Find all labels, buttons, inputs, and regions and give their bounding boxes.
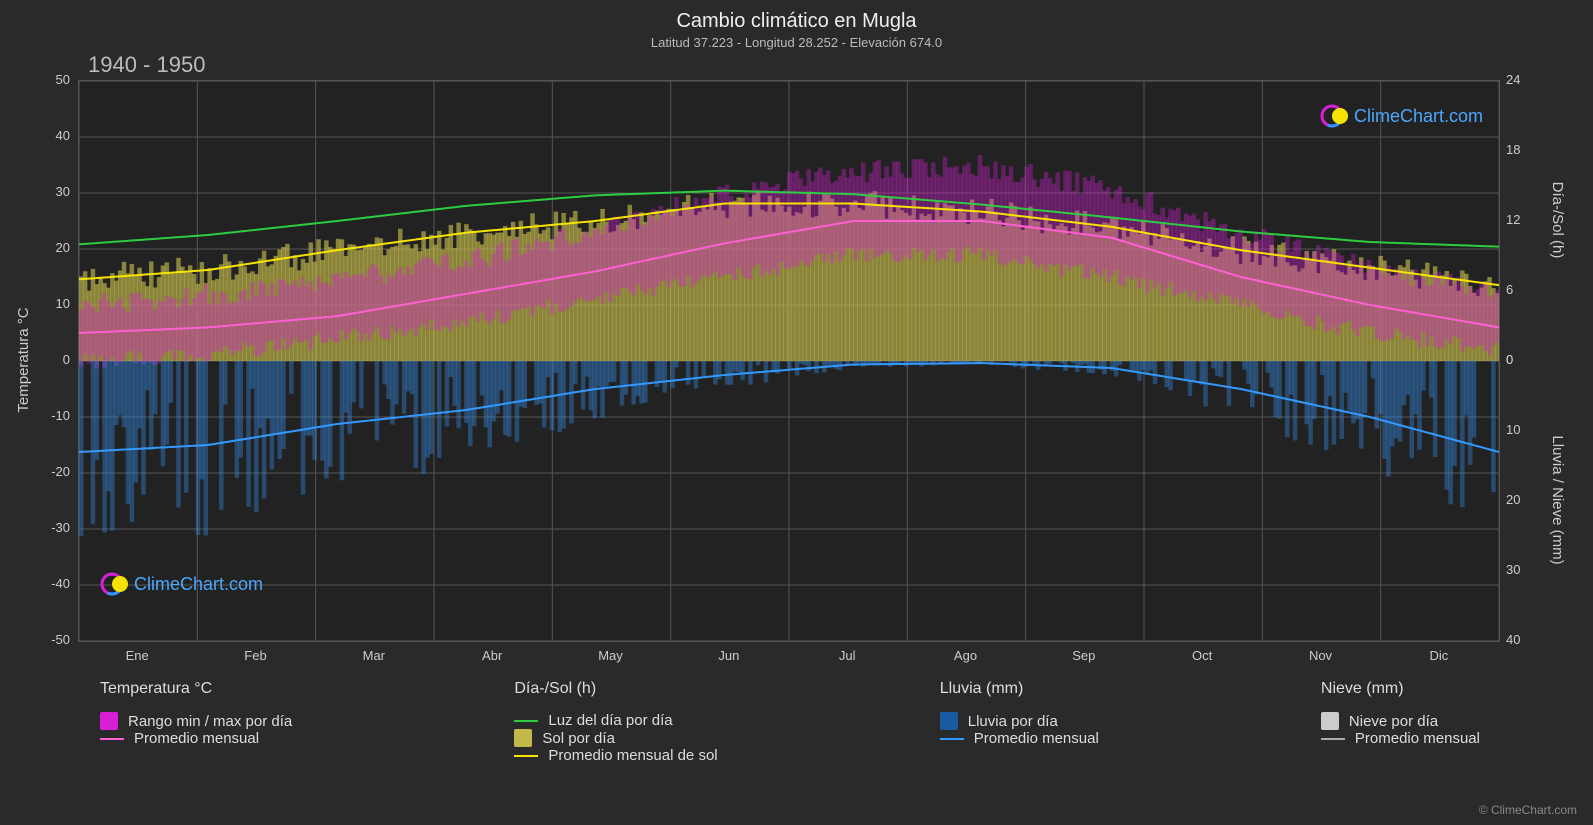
svg-text:18: 18	[1506, 142, 1520, 157]
svg-text:Mar: Mar	[363, 648, 386, 663]
legend-items: Lluvia por díaPromedio mensual	[940, 712, 1099, 747]
legend-swatch	[514, 729, 532, 747]
legend-label: Promedio mensual	[1355, 730, 1480, 747]
legend-label: Sol por día	[542, 730, 615, 747]
svg-text:Ene: Ene	[126, 648, 149, 663]
svg-text:Sep: Sep	[1072, 648, 1095, 663]
brand-text-top: ClimeChart.com	[1354, 106, 1483, 127]
legend-items: Nieve por díaPromedio mensual	[1321, 712, 1480, 747]
svg-text:-10: -10	[51, 408, 70, 423]
legend-item: Luz del día por día	[514, 712, 717, 729]
svg-text:10: 10	[1506, 422, 1520, 437]
legend-item: Lluvia por día	[940, 712, 1099, 730]
svg-text:30: 30	[1506, 562, 1520, 577]
svg-text:Dic: Dic	[1429, 648, 1448, 663]
svg-text:Jun: Jun	[718, 648, 739, 663]
legend-item: Promedio mensual de sol	[514, 747, 717, 764]
svg-text:-50: -50	[51, 632, 70, 647]
legend-swatch	[1321, 738, 1345, 740]
legend-label: Promedio mensual	[134, 730, 259, 747]
svg-text:-20: -20	[51, 464, 70, 479]
chart-subtitle: Latitud 37.223 - Longitud 28.252 - Eleva…	[0, 35, 1593, 50]
legend-label: Promedio mensual	[974, 730, 1099, 747]
svg-text:Feb: Feb	[244, 648, 266, 663]
legend-items: Luz del día por díaSol por díaPromedio m…	[514, 712, 717, 764]
brand-logo-top: ClimeChart.com	[1320, 102, 1483, 130]
svg-text:0: 0	[63, 352, 70, 367]
svg-text:6: 6	[1506, 282, 1513, 297]
legend-swatch	[100, 738, 124, 740]
svg-text:20: 20	[56, 240, 70, 255]
legend-item: Promedio mensual	[1321, 730, 1480, 747]
chart-title: Cambio climático en Mugla	[0, 10, 1593, 33]
legend-col-snow: Nieve (mm) Nieve por díaPromedio mensual	[1321, 680, 1480, 764]
logo-icon	[100, 570, 128, 598]
legend-col-rain: Lluvia (mm) Lluvia por díaPromedio mensu…	[940, 680, 1099, 764]
legend-head: Día-/Sol (h)	[514, 680, 717, 698]
legend-head: Lluvia (mm)	[940, 680, 1099, 698]
svg-text:Oct: Oct	[1192, 648, 1213, 663]
brand-logo-bottom: ClimeChart.com	[100, 570, 263, 598]
legend-col-temp: Temperatura °C Rango min / max por díaPr…	[100, 680, 292, 764]
legend-head: Nieve (mm)	[1321, 680, 1480, 698]
legend-swatch	[940, 712, 958, 730]
copyright: © ClimeChart.com	[1479, 803, 1577, 817]
legend-head: Temperatura °C	[100, 680, 292, 698]
legend: Temperatura °C Rango min / max por díaPr…	[100, 680, 1480, 764]
svg-text:-30: -30	[51, 520, 70, 535]
plot-area	[78, 80, 1500, 642]
svg-text:12: 12	[1506, 212, 1520, 227]
legend-label: Luz del día por día	[548, 712, 672, 729]
legend-item: Promedio mensual	[100, 730, 292, 747]
legend-item: Sol por día	[514, 729, 717, 747]
legend-col-sun: Día-/Sol (h) Luz del día por díaSol por …	[514, 680, 717, 764]
legend-item: Nieve por día	[1321, 712, 1480, 730]
legend-label: Lluvia por día	[968, 713, 1058, 730]
svg-text:40: 40	[1506, 632, 1520, 647]
svg-text:Jul: Jul	[839, 648, 856, 663]
svg-text:24: 24	[1506, 72, 1520, 87]
legend-items: Rango min / max por díaPromedio mensual	[100, 712, 292, 747]
logo-icon	[1320, 102, 1348, 130]
legend-swatch	[514, 720, 538, 722]
svg-text:Temperatura °C: Temperatura °C	[15, 307, 32, 412]
svg-text:40: 40	[56, 128, 70, 143]
svg-text:Nov: Nov	[1309, 648, 1333, 663]
svg-text:0: 0	[1506, 352, 1513, 367]
svg-text:30: 30	[56, 184, 70, 199]
brand-text-bottom: ClimeChart.com	[134, 574, 263, 595]
legend-swatch	[1321, 712, 1339, 730]
legend-label: Rango min / max por día	[128, 713, 292, 730]
legend-label: Promedio mensual de sol	[548, 747, 717, 764]
svg-text:0: 0	[1506, 352, 1513, 367]
legend-label: Nieve por día	[1349, 713, 1438, 730]
svg-text:Día-/Sol (h): Día-/Sol (h)	[1549, 182, 1566, 259]
legend-swatch	[100, 712, 118, 730]
svg-text:-40: -40	[51, 576, 70, 591]
svg-text:May: May	[598, 648, 623, 663]
legend-item: Rango min / max por día	[100, 712, 292, 730]
svg-text:10: 10	[56, 296, 70, 311]
legend-swatch	[940, 738, 964, 740]
svg-text:Abr: Abr	[482, 648, 503, 663]
legend-item: Promedio mensual	[940, 730, 1099, 747]
svg-text:20: 20	[1506, 492, 1520, 507]
plot-svg	[79, 81, 1499, 641]
svg-text:Ago: Ago	[954, 648, 977, 663]
svg-text:Lluvia / Nieve (mm): Lluvia / Nieve (mm)	[1549, 435, 1566, 564]
period-label: 1940 - 1950	[88, 52, 205, 78]
rain-area	[79, 361, 1496, 536]
legend-swatch	[514, 755, 538, 757]
svg-text:50: 50	[56, 72, 70, 87]
chart-container: Cambio climático en Mugla Latitud 37.223…	[0, 0, 1593, 825]
